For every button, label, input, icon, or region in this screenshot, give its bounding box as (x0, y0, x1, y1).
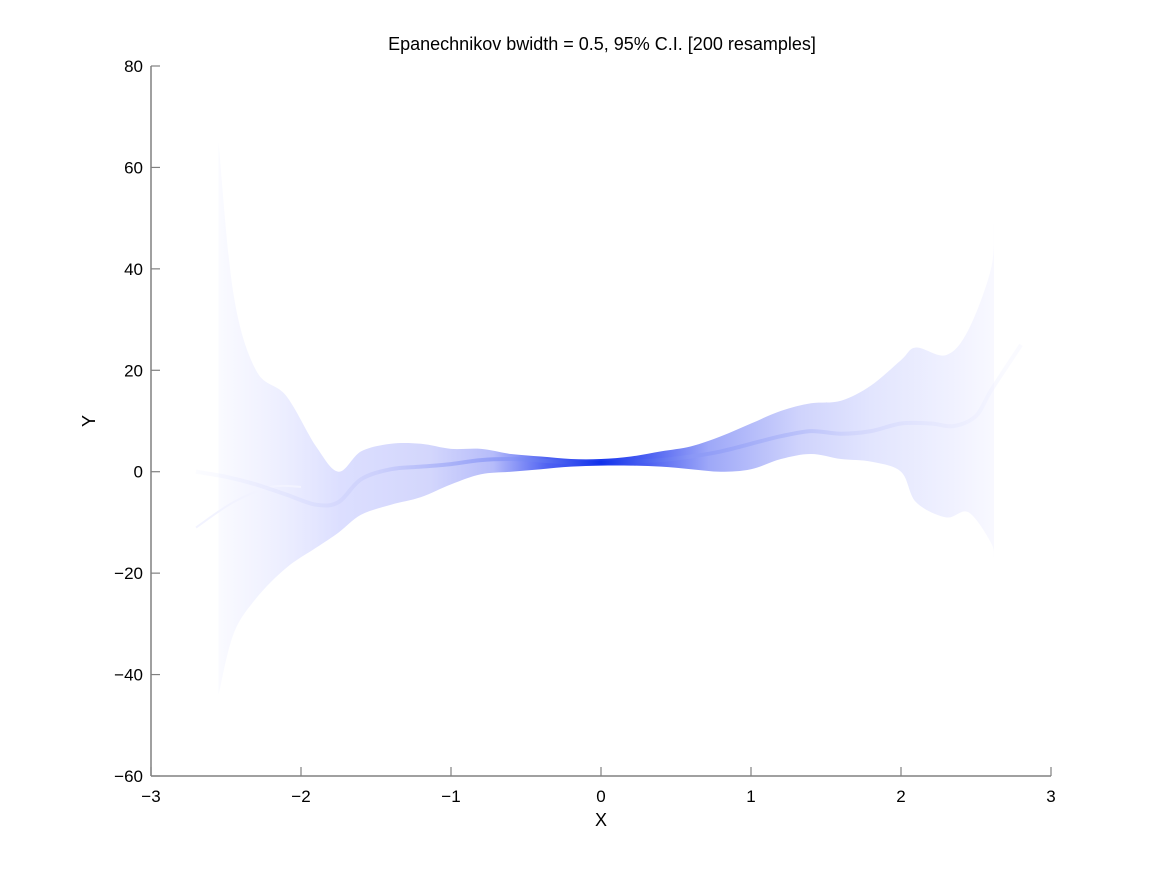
y-tick-label: 0 (134, 463, 143, 482)
x-tick-label: −3 (141, 787, 160, 806)
y-axis-label: Y (79, 415, 99, 427)
confidence-interval-band (218, 142, 994, 695)
y-tick-label: 80 (124, 57, 143, 76)
x-tick-label: 3 (1046, 787, 1055, 806)
y-tick-label: −20 (114, 564, 143, 583)
y-tick-label: 60 (124, 158, 143, 177)
plot-area (195, 142, 1023, 695)
y-tick-label: 20 (124, 361, 143, 380)
y-axis: −60 −40 −20 0 20 40 60 80 (114, 57, 160, 786)
x-tick-label: 2 (896, 787, 905, 806)
x-axis-label: X (595, 810, 607, 830)
y-tick-label: −40 (114, 666, 143, 685)
x-axis: −3 −2 −1 0 1 2 3 (141, 767, 1056, 806)
faint-trace-line (195, 484, 302, 529)
x-tick-label: 0 (596, 787, 605, 806)
estimate-line (195, 343, 1023, 508)
chart-title: Epanechnikov bwidth = 0.5, 95% C.I. [200… (388, 34, 816, 54)
x-tick-label: −1 (441, 787, 460, 806)
y-tick-label: −60 (114, 767, 143, 786)
x-tick-label: 1 (746, 787, 755, 806)
x-tick-label: −2 (291, 787, 310, 806)
y-tick-label: 40 (124, 260, 143, 279)
